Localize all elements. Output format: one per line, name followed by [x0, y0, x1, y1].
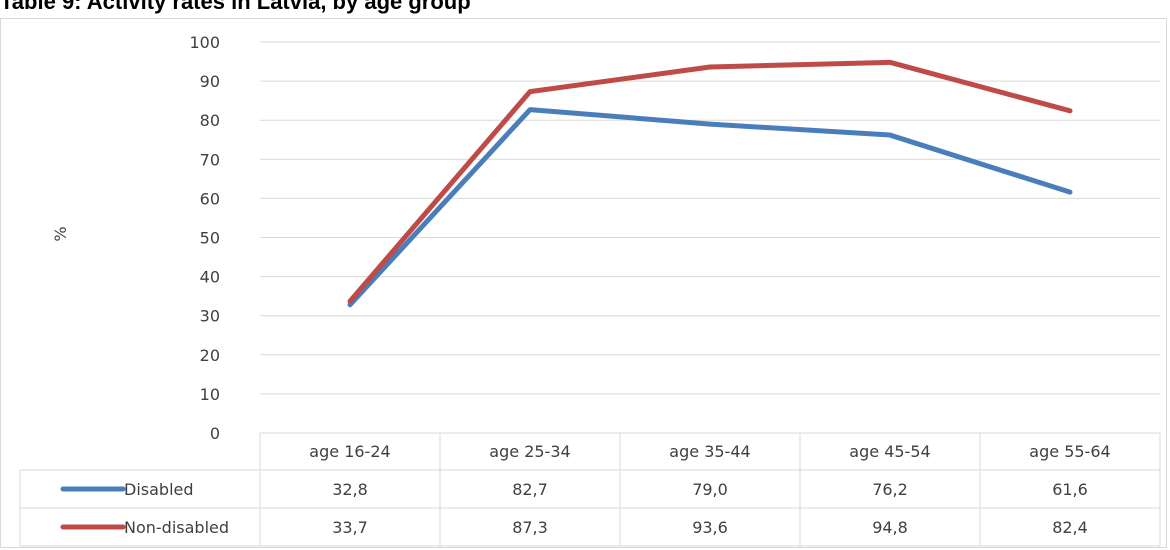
y-tick-label: 10: [200, 385, 220, 404]
data-cell: 82,4: [1052, 518, 1088, 537]
y-tick-label: 80: [200, 111, 220, 130]
series-line-disabled: [347, 107, 1073, 308]
data-cell: 32,8: [332, 480, 368, 499]
data-cell: 82,7: [512, 480, 548, 499]
y-tick-label: 0: [210, 424, 220, 443]
series-name: Disabled: [124, 480, 194, 499]
data-cell: 87,3: [512, 518, 548, 537]
category-label: age 45-54: [849, 442, 930, 461]
data-cell: 33,7: [332, 518, 368, 537]
gridlines: [260, 41, 1160, 395]
chart-frame: [0, 18, 1167, 548]
y-tick-label: 50: [200, 229, 220, 248]
y-tick-labels: 0 10 20 30 40 50 60 70 80 90 100: [189, 33, 220, 443]
series-lines: [347, 59, 1073, 308]
y-tick-label: 100: [189, 33, 220, 52]
y-tick-label: 70: [200, 150, 220, 169]
data-cell: 93,6: [692, 518, 728, 537]
category-label: age 55-64: [1029, 442, 1110, 461]
y-tick-label: 90: [200, 72, 220, 91]
data-cell: 79,0: [692, 480, 728, 499]
category-label: age 25-34: [489, 442, 570, 461]
category-label: age 16-24: [309, 442, 390, 461]
data-cell: 94,8: [872, 518, 908, 537]
y-tick-label: 60: [200, 189, 220, 208]
y-tick-label: 40: [200, 268, 220, 287]
y-tick-label: 30: [200, 307, 220, 326]
data-table: age 16-24 age 25-34 age 35-44 age 45-54 age …: [19, 432, 1161, 547]
category-label: age 35-44: [669, 442, 750, 461]
series-name: Non-disabled: [124, 518, 229, 537]
y-axis-label: %: [51, 226, 70, 241]
data-cell: 61,6: [1052, 480, 1088, 499]
chart-title: Table 9: Activity rates in Latvia, by ag…: [0, 0, 471, 14]
series-line-non-disabled: [347, 59, 1073, 304]
y-tick-label: 20: [200, 346, 220, 365]
data-cell: 76,2: [872, 480, 908, 499]
